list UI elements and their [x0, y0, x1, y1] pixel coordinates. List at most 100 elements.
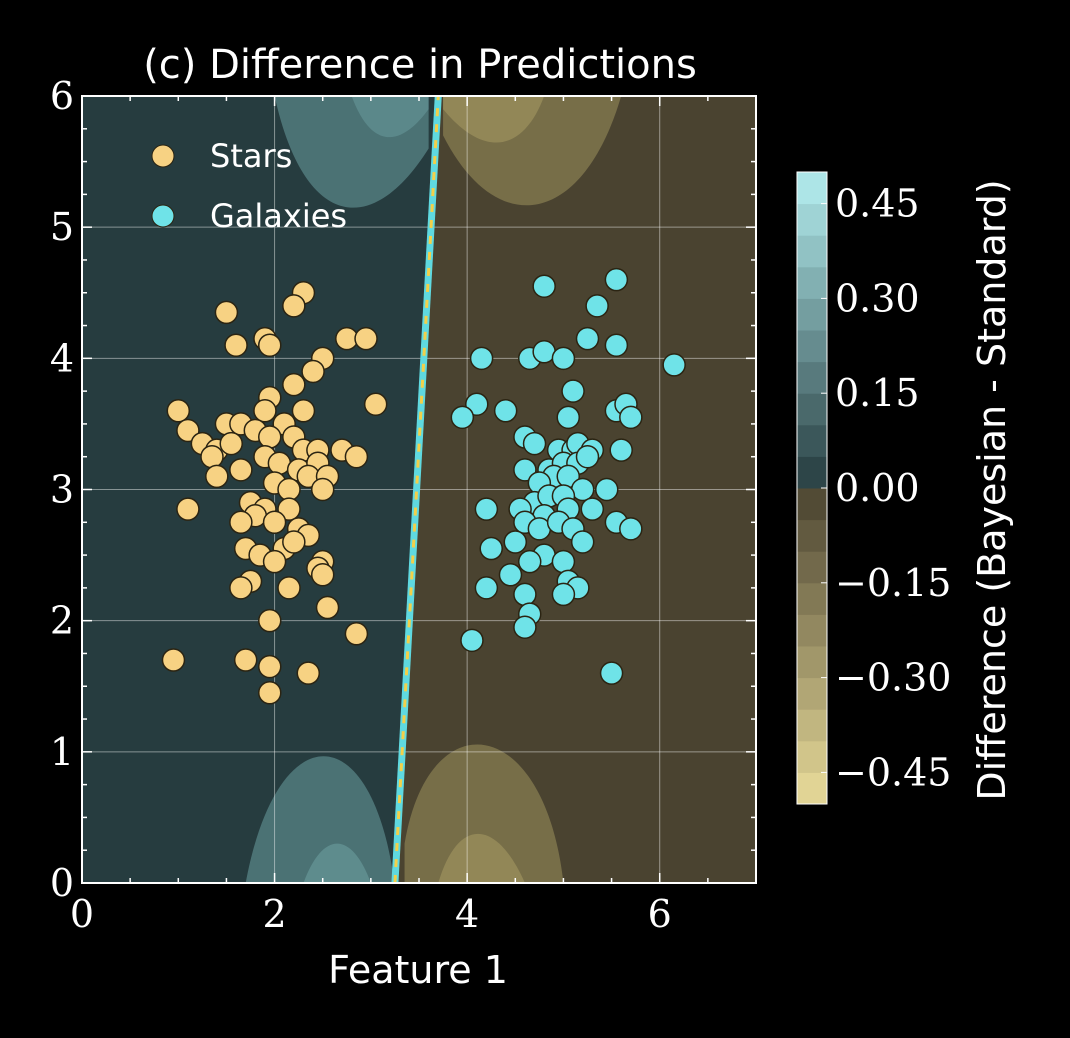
y-tick-label: 4	[50, 336, 74, 380]
contour-lobe-bottom-left	[245, 756, 395, 883]
axis-ticks	[81, 95, 757, 884]
colorbar-band	[797, 456, 827, 489]
star-point	[229, 576, 253, 600]
contour-lobe-top-right	[443, 96, 622, 206]
galaxy-point	[580, 497, 605, 521]
colorbar-band	[797, 551, 827, 584]
galaxy-point	[585, 294, 609, 318]
star-point	[310, 563, 335, 587]
star-point	[258, 608, 282, 633]
star-point	[262, 549, 287, 574]
star-point	[282, 530, 306, 554]
colorbar-band	[797, 614, 827, 647]
legend-marker-galaxies	[151, 204, 175, 228]
legend-marker-stars	[151, 144, 175, 168]
star-point	[344, 444, 369, 469]
star-point	[258, 425, 282, 449]
galaxy-point	[474, 576, 499, 600]
colorbar-band	[797, 677, 827, 710]
y-tick-label: 0	[50, 861, 74, 905]
colorbar-tick-label: −0.15	[835, 561, 951, 605]
contour-lobe-top-right-inner	[443, 96, 545, 143]
scatter-points	[161, 267, 686, 705]
galaxy-point	[556, 405, 580, 430]
star-point	[310, 477, 335, 502]
colorbar-band	[797, 582, 827, 615]
galaxy-point	[450, 405, 475, 430]
y-tick-label: 6	[50, 74, 74, 118]
galaxy-point	[619, 405, 643, 430]
star-point	[219, 431, 243, 456]
x-axis-label: Feature 1	[328, 948, 508, 992]
colorbar-band	[797, 203, 827, 236]
galaxy-point	[460, 628, 484, 653]
colorbar-band	[797, 172, 827, 205]
y-tick-label: 1	[50, 730, 74, 774]
star-point	[296, 661, 321, 685]
y-tick-label: 5	[50, 205, 74, 249]
galaxy-point	[493, 399, 518, 423]
galaxy-point	[513, 615, 537, 639]
y-tick-labels: 0 1 2 3 4 5 6	[50, 74, 74, 905]
star-point	[205, 464, 229, 489]
galaxy-point	[604, 333, 629, 357]
star-point	[344, 622, 369, 646]
star-point	[161, 648, 186, 672]
star-point	[176, 497, 200, 521]
galaxy-point	[551, 582, 576, 607]
galaxy-point	[561, 379, 585, 403]
contour-lobe-bottom-right	[404, 744, 564, 883]
x-tick-label: 2	[262, 892, 286, 936]
colorbar-band	[797, 646, 827, 679]
galaxy-point	[551, 549, 576, 574]
galaxy-point	[619, 517, 643, 541]
colorbar-band	[797, 330, 827, 363]
star-point	[229, 458, 253, 482]
galaxy-point	[503, 530, 528, 554]
star-point	[166, 399, 191, 423]
star-point	[229, 510, 253, 535]
colorbar-band	[797, 488, 827, 521]
galaxy-point	[532, 274, 556, 298]
colorbar-tick-label: 0.45	[835, 182, 920, 226]
colorbar-band	[797, 772, 827, 805]
star-point	[277, 576, 301, 600]
galaxy-point	[498, 563, 523, 587]
colorbar-tick-labels: 0.45 0.30 0.15 0.00 −0.15 −0.30 −0.45	[835, 182, 951, 795]
star-point	[282, 294, 306, 318]
y-tick-label: 2	[50, 599, 74, 643]
contour-lobe-bottom-left-inner	[303, 843, 371, 883]
colorbar-band	[797, 393, 827, 426]
star-point	[258, 333, 282, 357]
star-point	[258, 681, 282, 705]
x-tick-label: 6	[648, 892, 672, 936]
star-point	[258, 654, 282, 679]
contour-lobe-top-left-inner	[351, 96, 429, 138]
colorbar-tick-label: 0.15	[835, 371, 920, 415]
colorbar	[796, 171, 828, 805]
contour-lobe-top-left	[274, 96, 429, 208]
chart-title: (c) Difference in Predictions	[143, 42, 697, 88]
colorbar-tick-label: −0.45	[835, 750, 951, 794]
colorbar-band	[797, 235, 827, 268]
star-point	[214, 300, 239, 325]
galaxy-point	[517, 549, 542, 574]
star-point	[253, 399, 277, 423]
galaxy-point	[551, 346, 576, 371]
star-point	[233, 648, 258, 672]
star-point	[262, 510, 287, 535]
plot-area	[82, 96, 756, 883]
colorbar-band	[797, 519, 827, 552]
star-point	[291, 399, 316, 423]
star-point	[301, 359, 325, 384]
galaxy-point	[522, 431, 547, 456]
galaxy-point	[474, 497, 499, 521]
galaxy-point	[609, 438, 633, 462]
colorbar-label: Difference (Bayesian - Standard)	[970, 179, 1014, 800]
colorbar-band	[797, 709, 827, 742]
galaxy-point	[662, 353, 686, 377]
y-tick-label: 3	[50, 468, 74, 512]
colorbar-band	[797, 740, 827, 773]
galaxy-point	[469, 346, 494, 371]
